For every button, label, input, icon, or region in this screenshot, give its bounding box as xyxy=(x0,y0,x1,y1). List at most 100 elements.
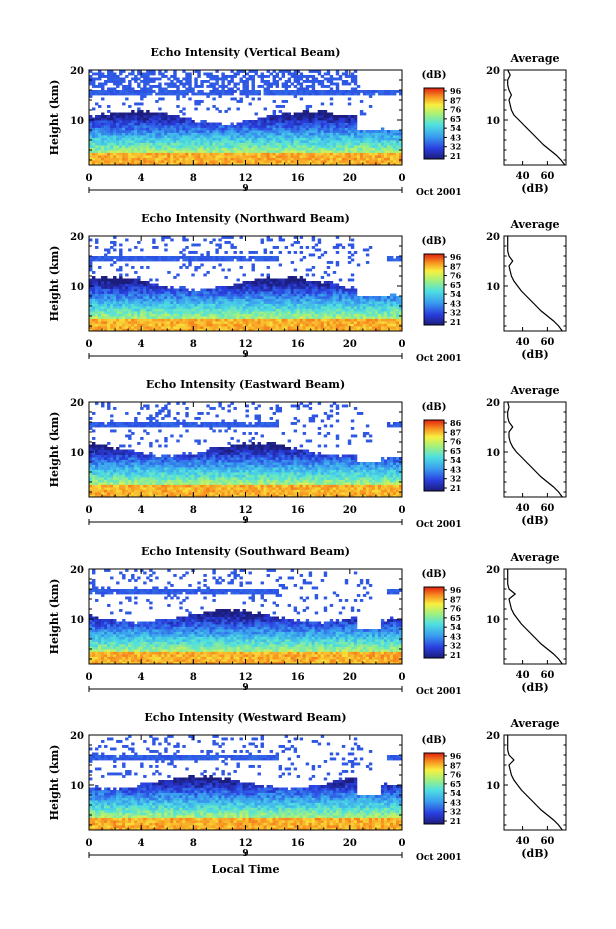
heatmap-cell xyxy=(98,142,102,146)
heatmap-cell xyxy=(161,311,165,314)
heatmap-cell xyxy=(161,142,165,146)
heatmap-cell xyxy=(263,122,267,126)
heatmap-cell xyxy=(380,318,385,322)
heatmap-cell xyxy=(347,102,352,106)
heatmap-cell xyxy=(206,253,210,257)
heatmap-cell xyxy=(341,296,346,299)
heatmap-cell xyxy=(296,155,301,158)
heatmap-cell xyxy=(149,256,153,259)
heatmap-cell xyxy=(140,316,144,319)
heatmap-cell xyxy=(389,140,394,143)
heatmap-cell xyxy=(236,316,240,319)
heatmap-cell xyxy=(389,303,394,307)
heatmap-cell xyxy=(224,90,228,93)
heatmap-cell xyxy=(299,321,304,324)
heatmap-cell xyxy=(137,328,141,332)
heatmap-cell xyxy=(107,308,111,312)
heatmap-cell xyxy=(185,150,189,153)
heatmap-cell xyxy=(311,150,316,153)
heatmap-cell xyxy=(302,316,307,319)
heatmap-cell xyxy=(266,125,270,128)
heatmap-cell xyxy=(101,112,105,116)
heatmap-cell xyxy=(128,162,132,166)
heatmap-cell xyxy=(269,316,273,319)
heatmap-cell xyxy=(152,112,156,116)
heatmap-cell xyxy=(302,293,307,297)
heatmap-cell xyxy=(260,117,264,121)
heatmap-cell xyxy=(380,316,385,319)
y-axis-label: Height (km) xyxy=(48,80,61,156)
heatmap-cell xyxy=(281,142,286,146)
heatmap-cell xyxy=(347,298,352,302)
heatmap-cell xyxy=(290,130,295,133)
heatmap-cell xyxy=(173,142,177,146)
heatmap-cell xyxy=(239,160,243,163)
heatmap-cell xyxy=(197,308,201,312)
heatmap-cell xyxy=(185,82,189,86)
heatmap-cell xyxy=(329,308,334,312)
heatmap-cell xyxy=(398,135,403,138)
heatmap-cell xyxy=(131,77,135,81)
heatmap-cell xyxy=(245,92,249,96)
heatmap-cell xyxy=(125,306,129,309)
heatmap-cell xyxy=(257,303,261,307)
heatmap-cell xyxy=(137,258,141,262)
heatmap-cell xyxy=(305,87,310,91)
heatmap-cell xyxy=(176,303,180,307)
heatmap-cell xyxy=(185,147,189,151)
heatmap-cell xyxy=(257,137,261,141)
heatmap-cell xyxy=(335,70,340,73)
heatmap-cell xyxy=(281,298,286,302)
heatmap-cell xyxy=(350,120,355,123)
heatmap-cell xyxy=(317,241,322,244)
heatmap-cell xyxy=(173,155,177,158)
heatmap-cell xyxy=(392,142,397,146)
heatmap-cell xyxy=(131,135,135,138)
heatmap-cell xyxy=(263,90,267,93)
heatmap-cell xyxy=(320,130,325,133)
heatmap-cell xyxy=(326,266,331,269)
heatmap-cell xyxy=(113,248,117,252)
heatmap-cell xyxy=(173,256,177,259)
heatmap-cell xyxy=(257,311,261,314)
heatmap-cell xyxy=(209,293,213,297)
heatmap-cell xyxy=(101,155,105,158)
heatmap-cell xyxy=(110,291,114,294)
heatmap-cell xyxy=(263,283,267,287)
heatmap-cell xyxy=(317,155,322,158)
heatmap-cell xyxy=(158,90,162,93)
heatmap-cell xyxy=(89,127,93,131)
heatmap-cell xyxy=(293,137,298,141)
heatmap-cell xyxy=(140,135,144,138)
heatmap-cell xyxy=(341,316,346,319)
heatmap-cell xyxy=(89,92,93,96)
heatmap-cell xyxy=(89,293,93,297)
profile-line xyxy=(507,69,566,166)
heatmap-cell xyxy=(125,323,129,327)
heatmap-cell xyxy=(104,142,108,146)
heatmap-cell xyxy=(290,150,295,153)
heatmap-cell xyxy=(287,296,292,299)
heatmap-cell xyxy=(236,145,240,148)
heatmap-cell xyxy=(104,283,108,287)
heatmap-cell xyxy=(341,157,346,161)
heatmap-cell xyxy=(293,162,298,166)
heatmap-cell xyxy=(362,135,367,138)
heatmap-cell xyxy=(200,296,204,299)
heatmap-cell xyxy=(110,288,114,292)
heatmap-cell xyxy=(125,120,129,123)
heatmap-cell xyxy=(371,137,376,141)
heatmap-cell xyxy=(326,125,331,128)
heatmap-cell xyxy=(254,286,258,289)
heatmap-cell xyxy=(170,162,174,166)
heatmap-cell xyxy=(188,301,192,304)
heatmap-cell xyxy=(320,293,325,297)
heatmap-cell xyxy=(308,281,313,284)
heatmap-cell xyxy=(215,132,219,136)
heatmap-cell xyxy=(203,256,207,259)
heatmap-cell xyxy=(200,150,204,153)
heatmap-cell xyxy=(215,157,219,161)
heatmap-cell xyxy=(116,301,120,304)
heatmap-cell xyxy=(89,313,93,317)
heatmap-cell xyxy=(122,298,126,302)
